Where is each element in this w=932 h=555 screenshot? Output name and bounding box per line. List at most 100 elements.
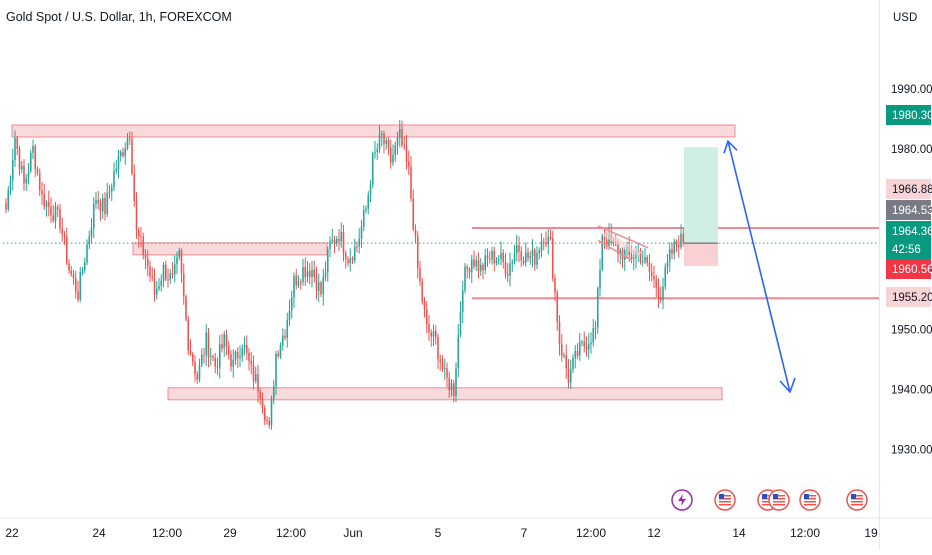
candle-body (83, 262, 86, 271)
lightning-bolt-icon (678, 494, 686, 506)
candle-body (585, 346, 588, 350)
candle-body (536, 253, 538, 265)
candle-body (335, 238, 338, 244)
candle-body (515, 245, 518, 254)
flag-stripe (719, 498, 731, 500)
y-tick-label: 1930.00 (891, 445, 932, 457)
candle-body (565, 355, 568, 369)
candle-body (171, 273, 174, 275)
candle-body (497, 258, 500, 261)
candle-body (333, 239, 336, 244)
candle-body (383, 133, 385, 144)
flag-stripe (773, 495, 785, 497)
candle-body (293, 275, 295, 298)
candle-body (542, 241, 545, 243)
candle-body (356, 246, 358, 248)
candle-body (549, 236, 552, 239)
candle-body (360, 226, 363, 239)
candle-body (601, 236, 604, 270)
candle-body (212, 356, 214, 358)
candle-body (650, 271, 653, 277)
x-tick-label: 29 (223, 526, 237, 540)
candle-body (227, 345, 230, 355)
candle-body (475, 260, 478, 267)
candle-body (655, 279, 658, 288)
us-event-flag-icon (714, 489, 736, 511)
bottom-support-zone (167, 387, 723, 401)
candle-body (117, 156, 120, 169)
candles-layer (5, 119, 685, 430)
candle-body (545, 242, 547, 245)
candle-body (529, 256, 532, 259)
candle-body (414, 229, 417, 237)
candle-body (106, 192, 109, 215)
candle-body (29, 152, 32, 172)
flag-stripe (773, 498, 785, 500)
candle-body (198, 364, 201, 380)
candle-body (326, 249, 329, 273)
flag-stripe (762, 495, 774, 497)
y-tick-label: 1940.00 (891, 385, 932, 397)
price-label-target: 1980.30 (892, 110, 932, 122)
candle-body (88, 236, 91, 245)
candle-body (572, 358, 574, 370)
candle-body (200, 354, 203, 365)
candle-body (482, 264, 484, 271)
candle-body (320, 282, 322, 295)
candle-body (167, 279, 169, 281)
candle-body (295, 275, 298, 286)
candle-body (124, 148, 127, 157)
flag-canton (804, 494, 809, 499)
candle-body (347, 259, 349, 264)
candle-body (131, 138, 133, 174)
candle-body (61, 228, 64, 235)
candle-body (322, 276, 325, 295)
candle-body (92, 203, 95, 228)
flag-stripe (804, 504, 816, 506)
candle-body (275, 353, 277, 387)
price-axis-divider (879, 0, 880, 550)
price-label-bg (886, 105, 931, 125)
candle-body (671, 249, 673, 254)
candle-body (338, 238, 340, 242)
candle-body (657, 287, 660, 298)
candle-body (619, 249, 622, 255)
flag-stripe (762, 504, 774, 506)
candle-body (605, 239, 608, 246)
candle-body (20, 165, 23, 170)
candle-body (342, 231, 345, 254)
y-tick-label: 1980.00 (891, 144, 932, 156)
candle-body (470, 259, 473, 273)
flag-stripe (851, 498, 863, 500)
us-event-flag-icon (846, 489, 868, 511)
candle-body (367, 194, 370, 209)
x-tick-label: 12:00 (152, 526, 182, 540)
candle-body (146, 258, 149, 267)
candle-body (59, 209, 61, 229)
candle-body (252, 364, 255, 382)
candle-body (349, 258, 352, 264)
candle-body (142, 236, 145, 255)
candle-body (362, 210, 365, 227)
mid-support-zone (132, 242, 328, 256)
candle-body (506, 274, 509, 276)
candle-body (639, 249, 642, 263)
candle-body (567, 368, 570, 383)
candle-body (385, 140, 388, 144)
candle-body (455, 368, 457, 396)
candle-body (666, 261, 669, 268)
candle-body (623, 250, 626, 260)
candle-body (144, 254, 147, 259)
candle-body (250, 360, 253, 365)
candle-body (191, 353, 194, 363)
candle-body (461, 290, 464, 312)
x-tick-label: Jun (343, 526, 362, 540)
flag-stripe (804, 501, 816, 503)
forecast-arrow-line (727, 141, 791, 393)
candle-body (556, 292, 559, 322)
candle-body (47, 202, 50, 207)
candle-body (434, 331, 437, 338)
candle-body (594, 327, 597, 329)
